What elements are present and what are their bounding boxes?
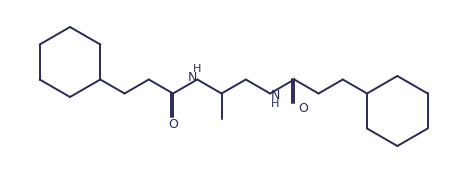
Text: N: N [188, 71, 197, 84]
Text: O: O [298, 102, 308, 115]
Text: O: O [168, 118, 178, 131]
Text: H: H [271, 99, 279, 109]
Text: N: N [271, 89, 280, 102]
Text: H: H [193, 65, 202, 74]
